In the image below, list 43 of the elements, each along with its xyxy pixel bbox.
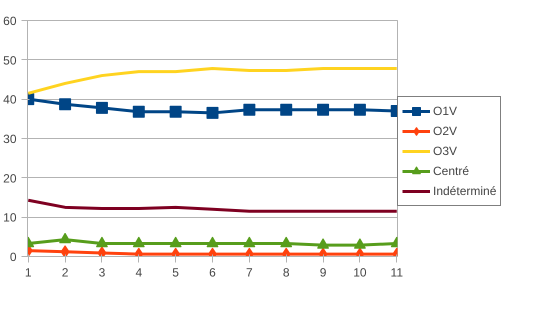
point	[243, 236, 256, 248]
point	[170, 106, 182, 118]
x-tick-label: 1	[24, 266, 32, 280]
point	[170, 236, 182, 248]
point	[280, 104, 292, 116]
y-tick-label: 40	[3, 92, 17, 107]
y-tick-label: 0	[10, 250, 17, 264]
x-tick-label: 10	[353, 266, 367, 280]
y-tick-label: 60	[3, 14, 17, 28]
point	[280, 236, 292, 248]
y-tick-label: 20	[3, 171, 17, 186]
legend-label: O3V	[433, 144, 458, 158]
point	[354, 104, 366, 116]
legend-label: O2V	[433, 124, 458, 138]
point	[96, 236, 108, 248]
point	[317, 238, 330, 249]
x-tick-label: 11	[390, 266, 404, 280]
x-tick-label: 3	[98, 266, 106, 280]
point	[317, 104, 330, 116]
legend-label: O1V	[433, 104, 458, 118]
point	[132, 106, 145, 118]
point	[354, 238, 366, 249]
x-tick-label: 6	[209, 266, 216, 280]
point	[243, 104, 256, 116]
point	[60, 245, 70, 256]
x-tick-label: 2	[62, 266, 69, 280]
point	[59, 98, 72, 110]
y-tick-label: 30	[3, 132, 17, 146]
y-tick-label: 50	[3, 53, 17, 68]
point	[206, 236, 218, 248]
point	[59, 232, 72, 244]
y-tick-label: 10	[3, 210, 17, 225]
x-tick-label: 4	[135, 266, 142, 280]
x-tick-label: 9	[320, 266, 327, 280]
legend-label: Centré	[433, 164, 470, 178]
point	[96, 102, 108, 114]
x-tick-label: 5	[172, 266, 180, 280]
x-tick-label: 7	[246, 266, 254, 280]
point	[206, 106, 218, 119]
x-tick-label: 8	[282, 266, 290, 280]
line-series	[28, 198, 398, 213]
point	[132, 236, 145, 248]
legend-label: Indéterminé	[433, 184, 496, 198]
